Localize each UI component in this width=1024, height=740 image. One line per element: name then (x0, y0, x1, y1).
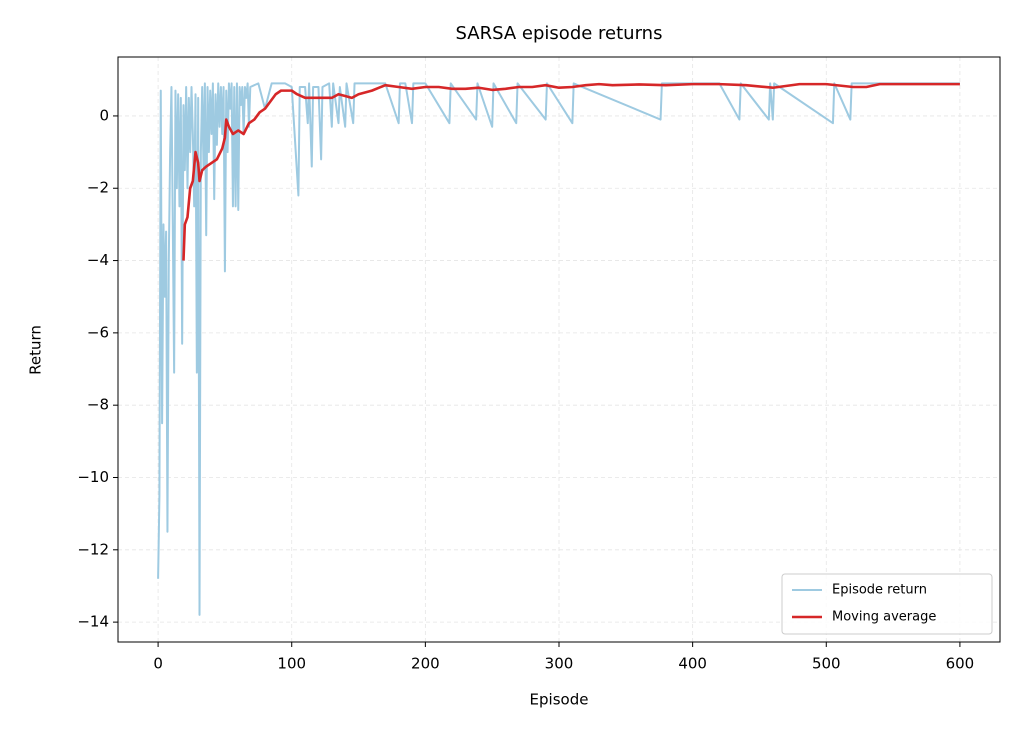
x-tick-label: 100 (277, 655, 306, 673)
x-tick-label: 200 (411, 655, 440, 673)
x-tick-label: 500 (812, 655, 841, 673)
y-tick-label: −12 (77, 540, 109, 558)
y-tick-label: −8 (87, 396, 109, 414)
plot-frame (117, 56, 1001, 643)
y-tick-label: −2 (87, 179, 109, 197)
x-tick-label: 300 (545, 655, 574, 673)
legend-label: Moving average (832, 610, 936, 625)
x-axis-label: Episode (530, 691, 589, 709)
legend-box (781, 573, 993, 635)
y-axis-label: Return (27, 325, 45, 375)
legend-label: Episode return (832, 583, 927, 598)
x-tick-label: 0 (153, 655, 163, 673)
data-line (157, 82, 960, 616)
y-tick-label: 0 (99, 106, 109, 124)
y-tick-label: −6 (87, 323, 109, 341)
y-tick-label: −4 (87, 251, 109, 269)
x-tick-label: 400 (678, 655, 707, 673)
chart-title: SARSA episode returns (456, 23, 663, 44)
y-tick-label: −14 (77, 613, 109, 631)
y-tick-label: −10 (77, 468, 109, 486)
data-line (182, 82, 960, 261)
legend: Episode return Moving average (781, 573, 993, 635)
x-tick-label: 600 (946, 655, 975, 673)
